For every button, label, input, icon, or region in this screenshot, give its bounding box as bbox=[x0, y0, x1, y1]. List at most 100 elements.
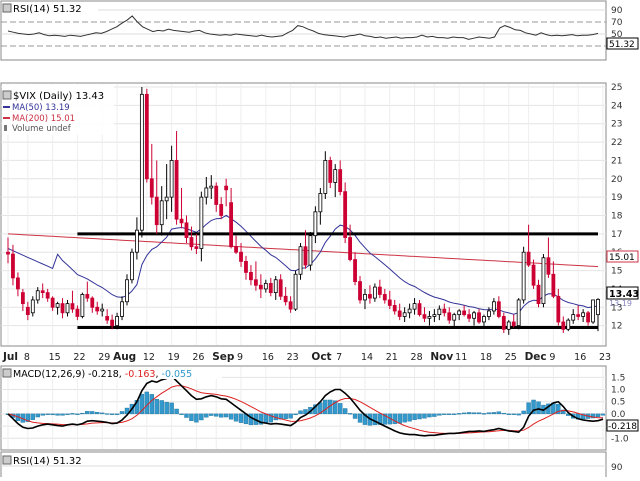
macd-title-signal: -0.163 bbox=[125, 369, 156, 380]
candle-body bbox=[338, 169, 343, 193]
candle-body bbox=[382, 294, 387, 301]
ma200-last-value: 15.01 bbox=[609, 253, 635, 263]
candle-body bbox=[234, 246, 238, 253]
candle-body bbox=[30, 299, 35, 314]
candle-body bbox=[164, 196, 169, 202]
rsi-top-frame bbox=[0, 0, 607, 61]
macd-hist-bar bbox=[342, 408, 348, 415]
macd-hist-bar bbox=[40, 413, 45, 416]
price-ytick: 13 bbox=[611, 303, 622, 313]
macd-hist-bar bbox=[382, 413, 388, 425]
price-xtick: 8 bbox=[24, 352, 30, 363]
macd-hist-bar bbox=[65, 413, 70, 415]
price-legend-swatch-vix bbox=[2, 90, 12, 100]
candle-body bbox=[115, 316, 119, 327]
candle-body bbox=[100, 308, 105, 312]
candle-body bbox=[472, 312, 476, 319]
candle-body bbox=[65, 303, 70, 314]
price-ytick: 15 bbox=[611, 267, 622, 277]
macd-hist-bar bbox=[486, 412, 492, 415]
macd-hist-bar bbox=[45, 413, 50, 415]
candle-body bbox=[496, 301, 501, 317]
rsi-bottom-frame bbox=[0, 451, 607, 481]
candlesticks bbox=[6, 87, 600, 335]
candle-body bbox=[387, 299, 392, 306]
price-ytick: 19 bbox=[611, 193, 623, 203]
candle-body bbox=[591, 299, 595, 323]
rsi-top-ytick: 70 bbox=[611, 18, 623, 28]
price-xtick: 18 bbox=[480, 352, 492, 363]
candle-body bbox=[184, 222, 189, 238]
candle-body bbox=[258, 284, 263, 290]
price-xtick: 28 bbox=[411, 352, 423, 363]
candle-body bbox=[358, 281, 362, 301]
macd-title-bg bbox=[2, 367, 222, 379]
macd-hist-bar bbox=[214, 413, 219, 417]
macd-hist-bar bbox=[461, 412, 467, 415]
macd-hist-bar bbox=[293, 413, 298, 416]
price-xtick: 23 bbox=[287, 352, 299, 363]
macd-hist-bar bbox=[372, 413, 378, 426]
macd-hist-bar bbox=[442, 413, 447, 415]
macd-hist-bar bbox=[561, 409, 566, 415]
macd-hist-bar bbox=[204, 413, 209, 418]
candle-body bbox=[6, 251, 10, 255]
candle-body bbox=[417, 303, 422, 316]
macd-title-sep1: , bbox=[119, 369, 125, 380]
macd-hist-bar bbox=[90, 411, 95, 415]
candle-body bbox=[90, 297, 95, 308]
macd-hist-bar bbox=[417, 413, 422, 420]
candle-body bbox=[457, 310, 462, 316]
macd-hist-bar bbox=[491, 412, 497, 415]
price-legend-ma200: MA(200) 15.01 bbox=[12, 114, 75, 124]
rsi-top-title-bg bbox=[3, 2, 98, 14]
macd-hist-bar bbox=[139, 393, 145, 415]
candle-body bbox=[135, 229, 139, 253]
candle-body bbox=[402, 312, 407, 317]
candle-body bbox=[516, 299, 521, 327]
price-last-value: 13.43 bbox=[609, 289, 639, 300]
candle-body bbox=[442, 308, 447, 314]
macd-hist-bar bbox=[35, 413, 40, 418]
price-xtick: Aug bbox=[113, 351, 136, 363]
macd-hist-bar bbox=[456, 413, 462, 415]
rsi-top-ytick: 90 bbox=[611, 6, 623, 16]
price-ytick: 18 bbox=[611, 212, 623, 222]
price-xtick: 11 bbox=[455, 352, 467, 363]
price-legend-bg bbox=[2, 85, 114, 135]
macd-title-value: -0.218 bbox=[88, 369, 119, 380]
macd-ytick: 0.5 bbox=[611, 398, 625, 408]
candle-body bbox=[244, 260, 248, 273]
candle-body bbox=[576, 314, 581, 317]
macd-hist-bar bbox=[506, 413, 511, 415]
candle-body bbox=[511, 321, 516, 327]
candle-body bbox=[447, 312, 452, 321]
candle-body bbox=[169, 160, 174, 198]
candle-body bbox=[149, 178, 154, 198]
candle-body bbox=[333, 169, 338, 183]
price-legend-volume: Volume undef bbox=[12, 124, 72, 134]
candle-body bbox=[194, 246, 199, 249]
macd-legend-swatch bbox=[2, 368, 12, 378]
macd-hist-bar bbox=[263, 413, 269, 424]
macd-hist-bar bbox=[164, 401, 169, 415]
macd-hist-bar bbox=[476, 412, 482, 415]
candle-body bbox=[80, 294, 85, 317]
macd-hist-bar bbox=[209, 413, 214, 416]
macd-hist-bar bbox=[194, 413, 199, 423]
candle-body bbox=[120, 301, 124, 317]
macd-hist-bar bbox=[412, 413, 417, 420]
candle-body bbox=[288, 301, 293, 310]
candle-body bbox=[75, 308, 80, 317]
candle-body bbox=[219, 204, 224, 216]
macd-ytick: -1.0 bbox=[611, 434, 629, 444]
candle-body bbox=[20, 292, 25, 305]
candle-body bbox=[556, 295, 561, 323]
candle-body bbox=[437, 308, 442, 316]
macd-hist-bar bbox=[119, 411, 125, 415]
macd-hist-bar bbox=[397, 413, 402, 424]
candle-body bbox=[506, 321, 511, 330]
candle-body bbox=[204, 187, 209, 198]
